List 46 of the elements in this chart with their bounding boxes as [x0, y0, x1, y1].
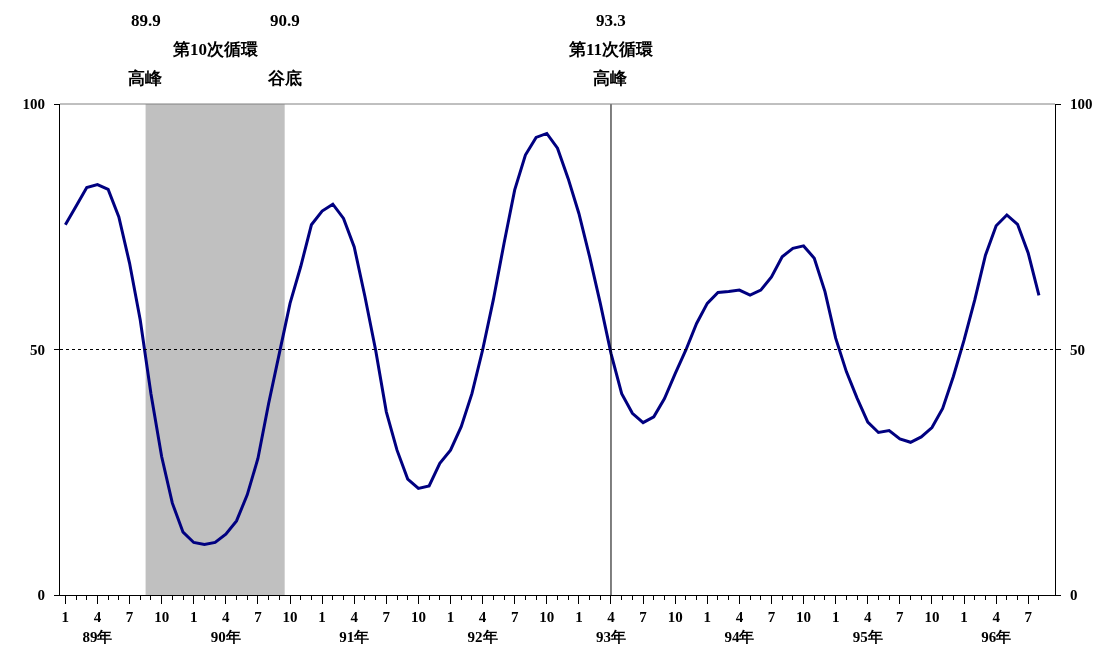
- x-tick-label: 10: [539, 609, 555, 625]
- x-tick-label: 10: [154, 609, 170, 625]
- x-tick-label: 1: [446, 609, 455, 625]
- x-tick-label: 1: [189, 609, 198, 625]
- x-tick-label: 7: [382, 609, 391, 625]
- text: 谷底: [267, 69, 302, 88]
- line-series: [63, 131, 1041, 546]
- y2-tick-label: 0: [1070, 587, 1078, 604]
- x-tick-label: 4 95年: [852, 609, 883, 645]
- x-tick-label: 10: [410, 609, 426, 625]
- x-tick-label: 1: [61, 609, 70, 625]
- x-tick-label: 10: [924, 609, 940, 625]
- x-tick-label: 7: [254, 609, 263, 625]
- x-tick-label: 1: [575, 609, 583, 625]
- x-tick-label: 4 93年: [595, 609, 626, 645]
- x-tick-label: 4 90年: [210, 609, 241, 645]
- text: 第10次循環: [172, 40, 259, 59]
- x-tick-label: 10: [282, 609, 298, 625]
- x-tick-label: 7: [767, 609, 776, 625]
- x-tick-label: 1: [703, 609, 712, 625]
- text: 93.3: [596, 11, 626, 30]
- x-tick-label: 4 92年: [467, 609, 498, 645]
- x-tick-label: 7: [1024, 609, 1033, 625]
- text: 高峰: [593, 69, 628, 88]
- x-tick-label: 4 91年: [339, 609, 370, 645]
- x-tick-label: 4 89年: [82, 609, 113, 645]
- y-tick-label: 50: [30, 341, 45, 358]
- y2-tick-label: 50: [1070, 341, 1085, 358]
- x-tick-label: 7: [896, 609, 905, 625]
- y2-tick-label: 100: [1070, 96, 1093, 113]
- text: 90.9: [270, 11, 300, 30]
- text: 第11次循環: [568, 40, 655, 59]
- x-tick-label: 10: [667, 609, 683, 625]
- x-tick-label: 4 94年: [724, 609, 755, 645]
- text: 高峰: [128, 69, 163, 88]
- x-tick-label: 1: [831, 609, 840, 625]
- text: 89.9: [131, 11, 161, 30]
- y-tick-label: 100: [22, 96, 45, 113]
- x-tick-label: 1: [960, 609, 968, 625]
- x-tick-label: 10: [796, 609, 812, 625]
- x-tick-label: 7: [510, 609, 519, 625]
- x-tick-label: 7: [125, 609, 134, 625]
- x-tick-label: 1: [318, 609, 326, 625]
- x-tick-label: 4 96年: [981, 609, 1012, 645]
- y-tick-label: 0: [37, 587, 45, 604]
- x-tick-label: 7: [639, 609, 648, 625]
